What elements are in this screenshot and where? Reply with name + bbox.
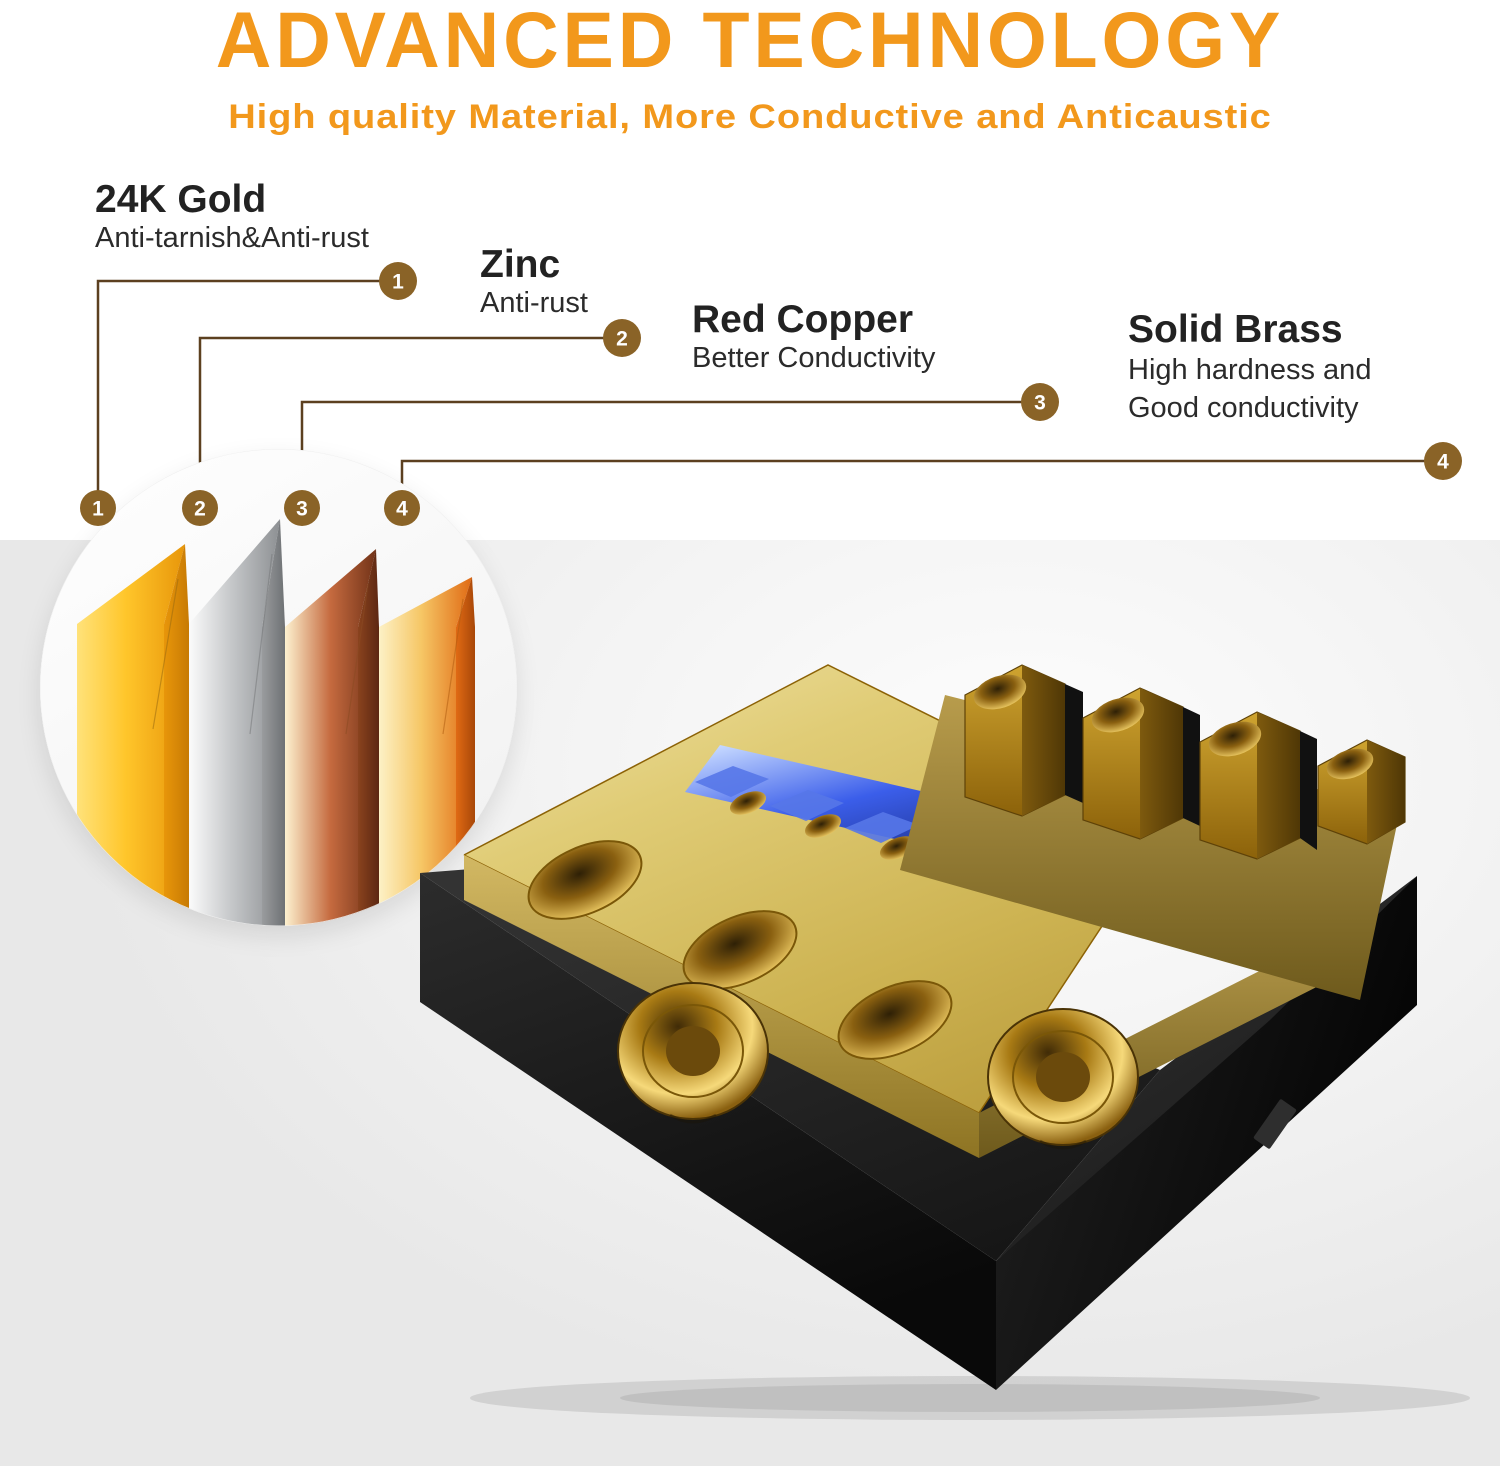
svg-text:4: 4 xyxy=(396,498,408,521)
svg-text:3: 3 xyxy=(296,498,308,521)
svg-text:2: 2 xyxy=(194,498,206,521)
svg-text:1: 1 xyxy=(92,498,104,521)
